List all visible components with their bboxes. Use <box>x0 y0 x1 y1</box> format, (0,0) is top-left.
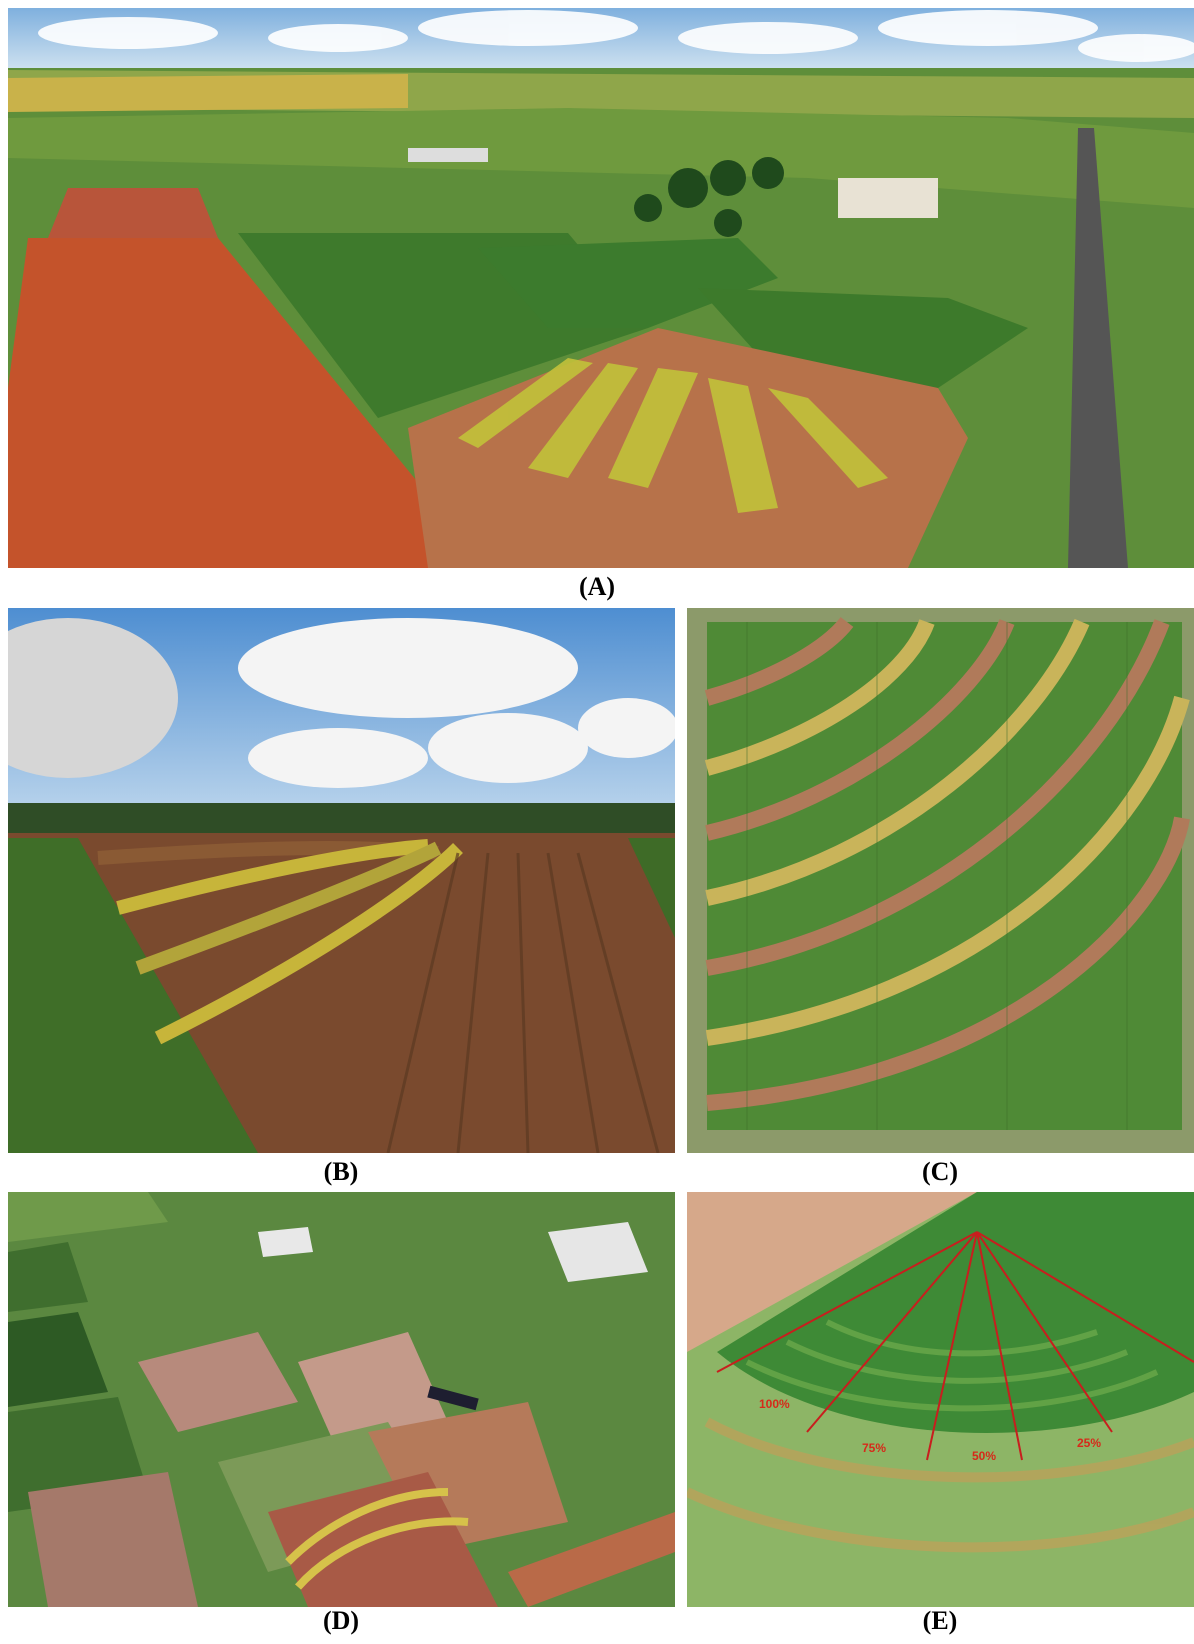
photo-panel-c <box>687 608 1194 1153</box>
irrigation-label-25: 25% <box>1077 1436 1101 1450</box>
panel-label-e: (E) <box>922 1606 958 1635</box>
photo-panel-e: 100% 75% 50% 25% <box>687 1192 1194 1607</box>
panel-label-c: (C) <box>921 1157 959 1186</box>
photo-panel-b <box>8 608 675 1153</box>
irrigation-label-100: 100% <box>759 1397 790 1411</box>
panel-label-b: (B) <box>323 1157 359 1186</box>
photo-panel-d <box>8 1192 675 1607</box>
panel-label-d: (D) <box>322 1606 360 1635</box>
photo-panel-a <box>8 8 1194 568</box>
irrigation-label-50: 50% <box>972 1449 996 1463</box>
irrigation-label-75: 75% <box>862 1441 886 1455</box>
panel-label-a: (A) <box>578 572 616 601</box>
